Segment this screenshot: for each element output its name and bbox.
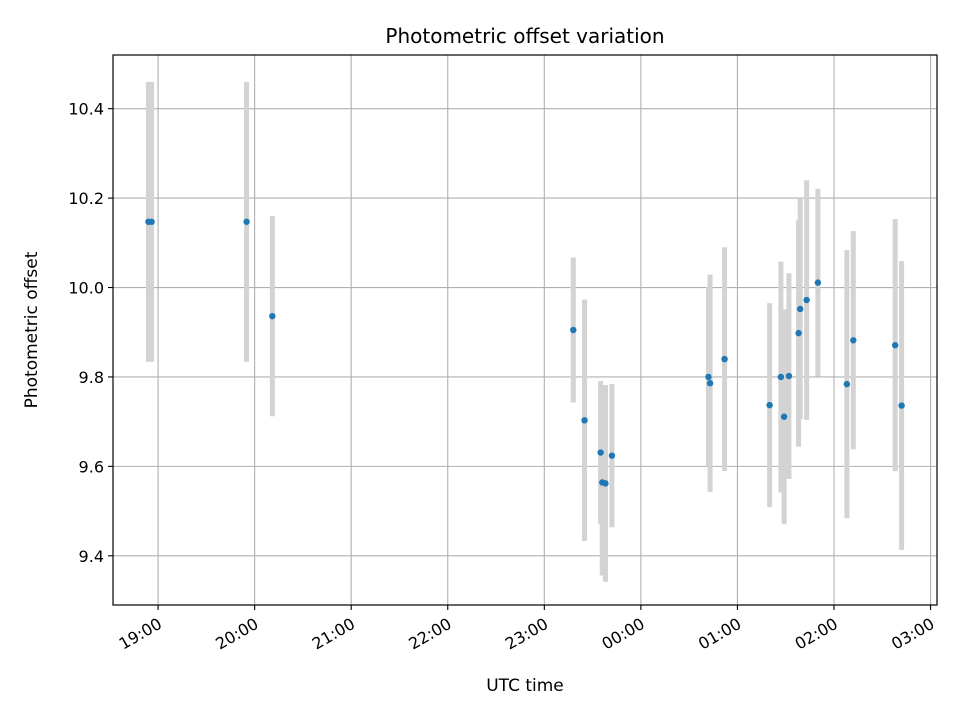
data-point [706, 380, 714, 387]
y-tick-label: 9.4 [79, 547, 104, 566]
y-tick-label: 9.6 [79, 457, 104, 476]
data-point [777, 373, 785, 381]
data-point [597, 449, 604, 456]
y-tick-label: 10.4 [68, 100, 104, 119]
y-axis-title: Photometric offset [22, 251, 42, 408]
grid [113, 55, 937, 605]
data-point [721, 355, 728, 363]
data-point [705, 373, 712, 381]
data-point [269, 312, 276, 320]
data-point [797, 305, 804, 313]
data-point [570, 326, 577, 334]
data-point [843, 380, 851, 388]
data-point [803, 296, 810, 304]
y-tick-label: 9.8 [79, 368, 104, 387]
data-point [581, 417, 588, 424]
data-point [780, 413, 788, 420]
y-axis-ticks: 9.4 9.6 9.8 10.0 10.2 10.4 [68, 100, 113, 566]
data-point [891, 342, 899, 349]
data-point [785, 372, 793, 380]
data-points [145, 218, 905, 487]
data-point [898, 402, 905, 409]
data-point [766, 401, 773, 409]
data-point [602, 480, 609, 487]
y-tick-label: 10.0 [68, 279, 104, 298]
data-point [795, 329, 802, 337]
data-point [148, 218, 155, 225]
x-axis-title: UTC time [486, 676, 564, 696]
y-tick-label: 10.2 [68, 189, 104, 208]
data-point [814, 279, 822, 286]
data-point [243, 218, 250, 225]
data-point [608, 452, 616, 459]
data-point [850, 337, 857, 344]
chart-title: Photometric offset variation [385, 24, 664, 48]
plot-frame [112, 54, 938, 606]
